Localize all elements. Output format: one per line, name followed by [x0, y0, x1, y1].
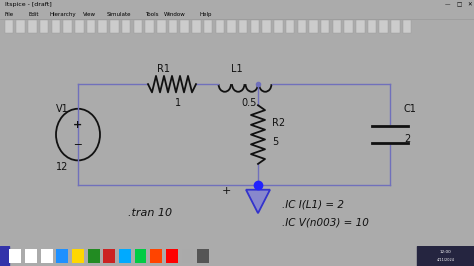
- Text: File: File: [5, 12, 14, 17]
- Text: Help: Help: [199, 12, 211, 17]
- Text: V1: V1: [55, 104, 68, 114]
- Bar: [40, 20, 48, 33]
- Text: Edit: Edit: [28, 12, 39, 17]
- Bar: [368, 20, 376, 33]
- Bar: [391, 20, 400, 33]
- Bar: [333, 20, 341, 33]
- Bar: [25, 249, 37, 263]
- Bar: [204, 20, 212, 33]
- Text: 12:00: 12:00: [440, 250, 451, 254]
- Text: 4/11/2024: 4/11/2024: [437, 258, 455, 262]
- Bar: [75, 20, 83, 33]
- Bar: [87, 20, 95, 33]
- Bar: [119, 249, 131, 263]
- Text: C1: C1: [404, 104, 417, 114]
- Bar: [145, 20, 154, 33]
- Bar: [157, 20, 165, 33]
- Bar: [169, 20, 177, 33]
- Text: .tran 10: .tran 10: [128, 208, 172, 218]
- Bar: [72, 249, 84, 263]
- Polygon shape: [246, 190, 270, 213]
- Text: □: □: [456, 3, 462, 7]
- Text: View: View: [83, 12, 96, 17]
- Bar: [192, 20, 201, 33]
- Bar: [216, 20, 224, 33]
- Bar: [56, 249, 68, 263]
- Bar: [181, 20, 189, 33]
- Text: 0.5: 0.5: [241, 98, 257, 108]
- Bar: [52, 20, 60, 33]
- Text: Hierarchy: Hierarchy: [50, 12, 76, 17]
- Bar: [122, 20, 130, 33]
- Bar: [9, 249, 21, 263]
- Bar: [380, 20, 388, 33]
- Bar: [134, 20, 142, 33]
- Bar: [197, 249, 209, 263]
- Bar: [239, 20, 247, 33]
- Bar: [321, 20, 329, 33]
- Text: R1: R1: [157, 64, 171, 74]
- Bar: [286, 20, 294, 33]
- Text: —: —: [445, 3, 451, 7]
- Text: 2: 2: [404, 134, 410, 144]
- Bar: [64, 20, 72, 33]
- Text: L1: L1: [231, 64, 243, 74]
- Bar: [99, 20, 107, 33]
- Text: Simulate: Simulate: [107, 12, 131, 17]
- Bar: [150, 249, 162, 263]
- Text: +: +: [221, 186, 231, 196]
- Bar: [356, 20, 365, 33]
- Text: 5: 5: [272, 137, 278, 147]
- Bar: [103, 249, 115, 263]
- Bar: [182, 249, 193, 263]
- Bar: [41, 249, 53, 263]
- Bar: [274, 20, 283, 33]
- Text: 1: 1: [175, 98, 181, 108]
- Text: Window: Window: [164, 12, 185, 17]
- Text: 12: 12: [56, 163, 68, 172]
- Text: .IC V(n003) = 10: .IC V(n003) = 10: [282, 218, 369, 228]
- Bar: [17, 20, 25, 33]
- Bar: [298, 20, 306, 33]
- Bar: [5, 20, 13, 33]
- Bar: [135, 249, 146, 263]
- Text: ✕: ✕: [467, 3, 472, 7]
- Bar: [28, 20, 36, 33]
- Bar: [110, 20, 118, 33]
- Bar: [0, 246, 9, 266]
- Bar: [251, 20, 259, 33]
- Bar: [166, 249, 178, 263]
- Bar: [227, 20, 236, 33]
- Text: .IC I(L1) = 2: .IC I(L1) = 2: [282, 200, 344, 210]
- Bar: [263, 20, 271, 33]
- Bar: [88, 249, 100, 263]
- Text: ltspice - [draft]: ltspice - [draft]: [5, 2, 52, 7]
- Bar: [417, 246, 474, 266]
- Text: ─: ─: [74, 139, 82, 149]
- Bar: [403, 20, 411, 33]
- Bar: [309, 20, 318, 33]
- Text: R2: R2: [272, 118, 285, 128]
- Text: Tools: Tools: [145, 12, 158, 17]
- Bar: [344, 20, 353, 33]
- Text: +: +: [73, 120, 82, 130]
